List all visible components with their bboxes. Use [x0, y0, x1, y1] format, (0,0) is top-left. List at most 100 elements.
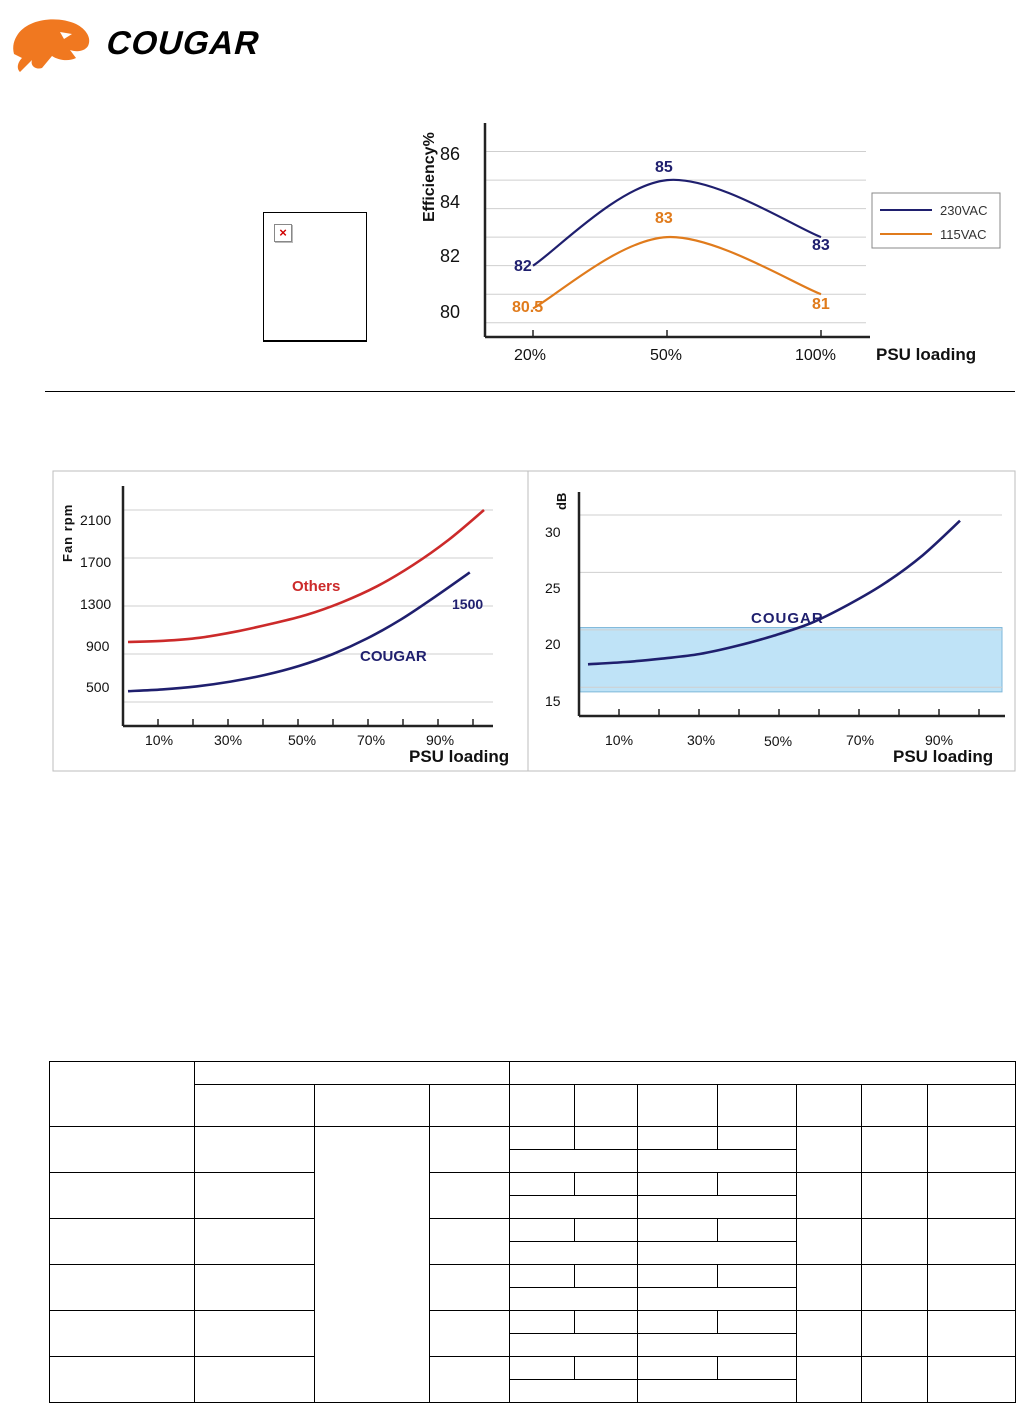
table-row [49, 1356, 1017, 1403]
table-cell [796, 1084, 863, 1127]
table-cell [796, 1356, 863, 1403]
table-cell [796, 1264, 863, 1311]
table-cell [717, 1172, 798, 1196]
table-row [49, 1310, 1017, 1357]
noise-xtick: 50% [764, 733, 792, 749]
table-row [50, 1149, 1016, 1173]
table-cell [637, 1172, 719, 1196]
data-label-230vac: 83 [812, 237, 830, 254]
table-cell [509, 1218, 576, 1242]
table-cell [509, 1084, 576, 1127]
efficiency-legend: 230VAC 115VAC [871, 192, 1001, 249]
table-cell [194, 1218, 315, 1265]
table-cell [717, 1264, 798, 1288]
fan-xtick: 50% [288, 732, 316, 748]
series-line-cougar-fan [127, 571, 471, 693]
table-cell [314, 1084, 430, 1127]
table-cell [861, 1172, 929, 1219]
series-label-cougar-noise: COUGAR [751, 610, 824, 627]
table-cell [637, 1310, 719, 1334]
series-line-cougar-noise [587, 519, 961, 666]
fan-xtick: 30% [214, 732, 242, 748]
table-cell [509, 1149, 639, 1173]
table-header-row [49, 1061, 1017, 1127]
efficiency-xtick: 100% [795, 347, 836, 364]
table-row [49, 1126, 1017, 1403]
table-cell [927, 1310, 1017, 1357]
table-cell [428, 1218, 511, 1265]
table-row [49, 1218, 1017, 1265]
fan-noise-charts: Fan rpm 2100 1700 1300 900 500 10% 30% 5… [52, 470, 1016, 772]
table-cell [637, 1149, 798, 1173]
data-label-230vac: 82 [514, 258, 532, 275]
efficiency-y-label: Efficiency% [421, 132, 438, 222]
table-cell [509, 1287, 639, 1311]
table-cell [796, 1310, 863, 1357]
table-row [50, 1379, 1016, 1403]
legend-label-115vac: 115VAC [940, 227, 987, 242]
table-cell [509, 1241, 639, 1265]
table-cell [194, 1310, 315, 1357]
fan-x-label: PSU loading [409, 747, 509, 766]
fan-y-label: Fan rpm [60, 504, 75, 562]
table-cell [428, 1310, 511, 1357]
spec-table-body [49, 1061, 1017, 1403]
table-cell [194, 1264, 315, 1311]
data-label-115vac: 81 [812, 296, 830, 313]
data-label-230vac: 85 [655, 159, 673, 176]
table-cell [637, 1195, 798, 1219]
efficiency-ytick: 86 [440, 144, 460, 164]
table-cell [796, 1126, 863, 1173]
table-cell [637, 1333, 798, 1357]
table-cell [428, 1172, 511, 1219]
table-cell [574, 1126, 639, 1150]
table-cell [927, 1218, 1017, 1265]
table-cell [509, 1172, 576, 1196]
section-divider [45, 391, 1015, 392]
table-cell [637, 1241, 798, 1265]
table-cell [927, 1172, 1017, 1219]
fan-ytick: 1700 [80, 554, 111, 570]
table-cell [861, 1310, 929, 1357]
table-cell [861, 1218, 929, 1265]
series-line-115vac [532, 235, 822, 310]
noise-xtick: 90% [925, 732, 953, 748]
efficiency-ytick: 82 [440, 246, 460, 266]
table-cell [509, 1379, 639, 1403]
table-cell [509, 1061, 1017, 1085]
fan-xtick: 70% [357, 732, 385, 748]
efficiency-ytick: 80 [440, 302, 460, 322]
table-cell [861, 1356, 929, 1403]
table-cell [637, 1287, 798, 1311]
table-cell [194, 1126, 315, 1173]
table-row [50, 1333, 1016, 1357]
noise-ytick: 20 [545, 636, 561, 652]
table-cell [49, 1264, 195, 1311]
efficiency-ytick: 84 [440, 192, 460, 212]
broken-image-icon: × [274, 224, 292, 242]
table-cell [927, 1084, 1017, 1127]
noise-y-label: dB [554, 493, 569, 510]
table-row [50, 1195, 1016, 1219]
table-header-row [50, 1084, 1017, 1127]
efficiency-xtick: 20% [514, 347, 546, 364]
data-label-115vac: 80.5 [512, 299, 543, 316]
table-cell [194, 1084, 315, 1127]
fan-grid [123, 509, 493, 703]
series-label-cougar-fan: COUGAR [360, 648, 427, 665]
table-cell [49, 1310, 195, 1357]
table-cell [717, 1084, 798, 1127]
table-cell [717, 1356, 798, 1380]
efficiency-chart: Efficiency% 86 84 82 80 20% 50% 100% PSU… [421, 123, 1001, 364]
table-row [49, 1172, 1017, 1219]
table-cell [861, 1126, 929, 1173]
noise-ytick: 30 [545, 524, 561, 540]
table-cell [574, 1264, 639, 1288]
table-cell [49, 1126, 195, 1173]
table-cell [637, 1264, 719, 1288]
table-cell [509, 1126, 576, 1150]
table-cell [861, 1084, 929, 1127]
table-cell [49, 1356, 195, 1403]
table-cell [574, 1218, 639, 1242]
data-label-115vac: 83 [655, 210, 673, 227]
